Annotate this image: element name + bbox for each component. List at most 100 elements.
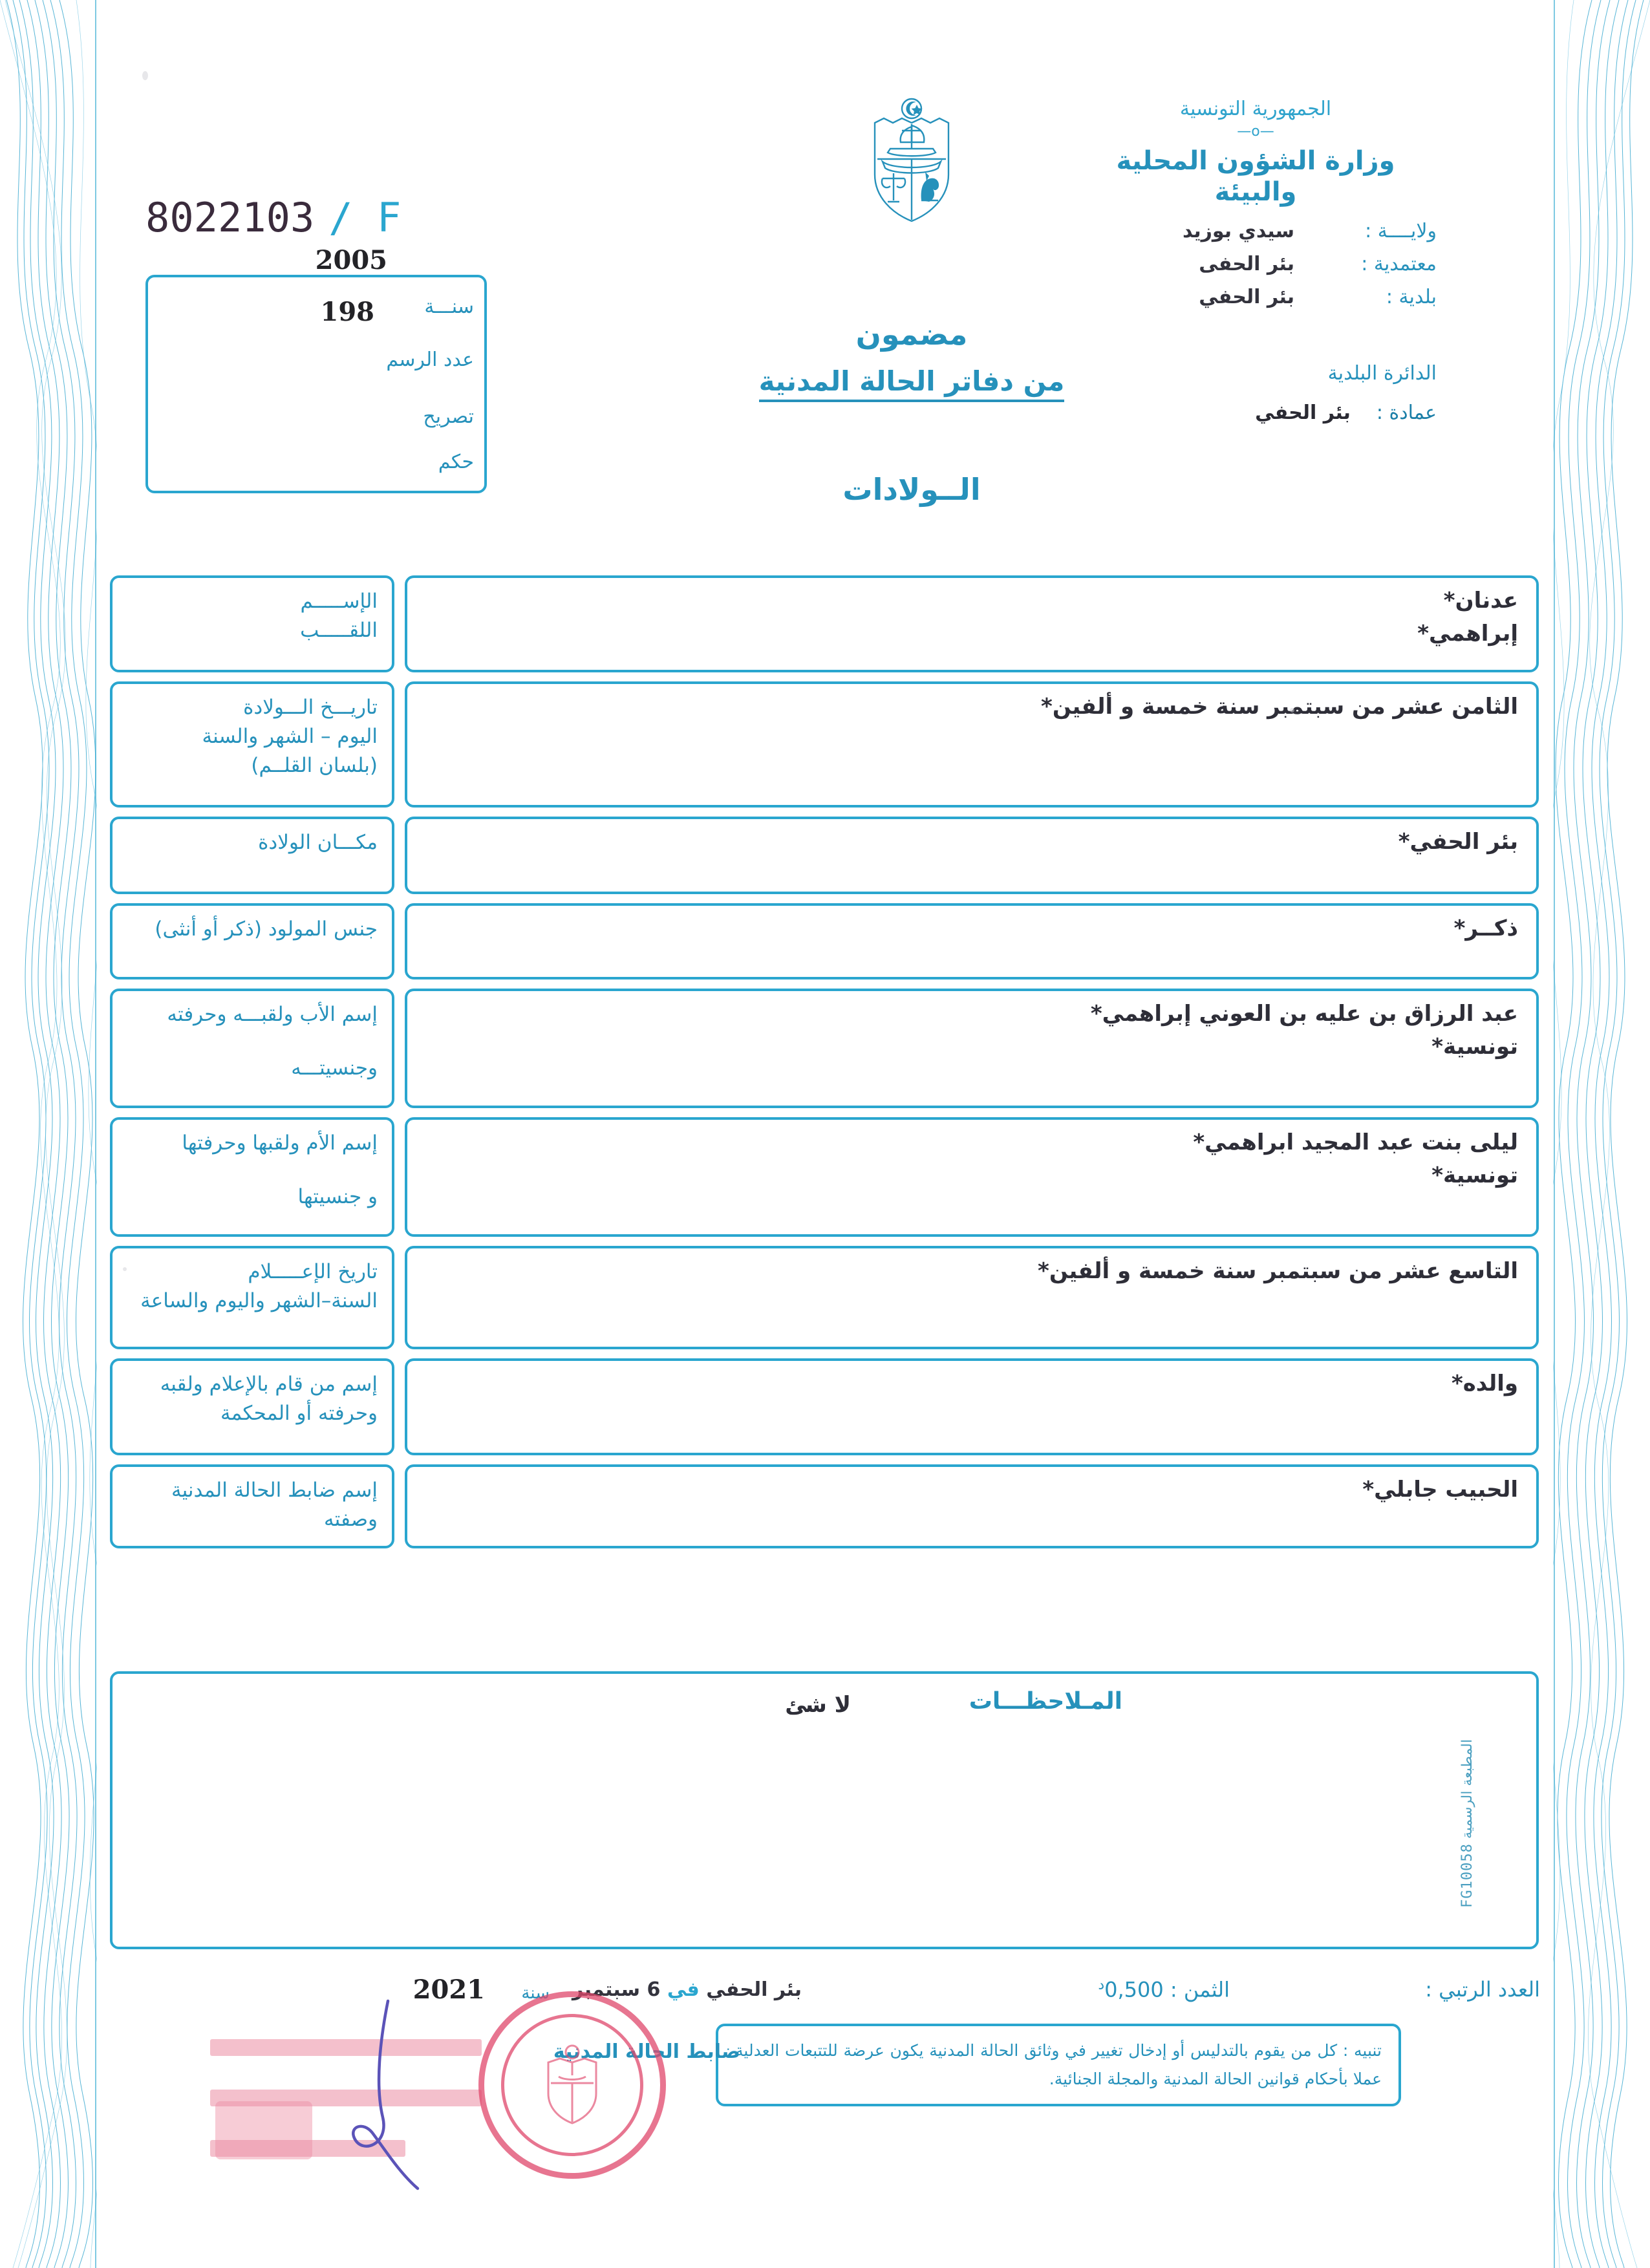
first-name-value: عدنان*	[1443, 588, 1518, 614]
delegation-field: معتمدية : بئر الحفى	[1023, 253, 1437, 275]
birth-date-label-2: اليوم – الشهر والسنة	[202, 724, 378, 748]
birth-date-value: الثامن عشر من سبتمبر سنة خمسة و ألفين*	[1041, 694, 1518, 720]
declaration-date-value-cell: التاسع عشر من سبتمبر سنة خمسة و ألفين*	[405, 1246, 1539, 1349]
birth-place-label: مكـــان الولادة	[258, 831, 378, 854]
omda-label: عمادة :	[1376, 401, 1437, 424]
district-block: الدائرة البلدية عمادة : بئر الحفي	[1023, 362, 1437, 424]
reference-number: F / 8022103	[145, 194, 401, 241]
reference-value: 8022103	[145, 194, 315, 241]
governorate-field: ولايــــة : سيدي بوزيد	[1023, 220, 1437, 242]
first-name-label: الإســـــم	[300, 590, 378, 613]
municipality-field: بلدية : بئر الحفي	[1023, 286, 1437, 308]
header-separator: —o—	[1237, 123, 1274, 140]
ministry-line-1: وزارة الشؤون المحلية	[1116, 145, 1395, 176]
birth-place-row: بئر الحفي* مكـــان الولادة	[110, 817, 1539, 894]
delegation-label: معتمدية :	[1361, 253, 1437, 275]
tunisia-coat-of-arms-icon	[857, 97, 967, 226]
registrar-label-2: وصفته	[324, 1507, 378, 1531]
omda-value: بئر الحفي	[1255, 401, 1351, 424]
remarks-box: المـلاحظـــات لا شئ	[110, 1671, 1539, 1949]
declarant-value: والده*	[1451, 1371, 1518, 1396]
issue-year: 2021	[412, 1974, 485, 2005]
year-label: سنـــة	[424, 295, 474, 318]
ministry-header: الجمهورية التونسية —o— وزارة الشؤون المح…	[1075, 97, 1437, 208]
registry-form-table: عدنان* إبراهمي* الإســـــم اللقـــــب ال…	[110, 575, 1539, 1557]
registrar-label-1: إسم ضابط الحالة المدنية	[171, 1479, 378, 1502]
father-nationality-value: تونسية*	[1431, 1034, 1518, 1060]
declaration-date-label-2: السنة–الشهر واليوم والساعة	[140, 1289, 378, 1312]
issue-day: 6	[647, 1978, 661, 2001]
birth-place-value: بئر الحفي*	[1398, 829, 1518, 855]
declaration-date-row: التاسع عشر من سبتمبر سنة خمسة و ألفين* ت…	[110, 1246, 1539, 1349]
birth-date-label-1: تاريـــخ الـــولادة	[243, 696, 378, 719]
guilloche-border-right	[1553, 0, 1650, 2268]
father-label-1: إسم الأب ولقبـــه وحرفته	[167, 1003, 378, 1026]
administrative-fields: ولايــــة : سيدي بوزيد معتمدية : بئر الح…	[1023, 220, 1437, 319]
document-title-third: الــولادات	[842, 472, 981, 507]
delegation-value: بئر الحفى	[1199, 253, 1294, 275]
record-number-label: عدد الرسم	[386, 348, 474, 371]
father-row: عبد الرزاق بن عليه بن العوني إبراهمي* تو…	[110, 989, 1539, 1108]
mother-label-2: و جنسيتها	[297, 1184, 378, 1208]
printer-name: المطبعة الرسمية	[1459, 1739, 1475, 1839]
birth-date-value-cell: الثامن عشر من سبتمبر سنة خمسة و ألفين*	[405, 681, 1539, 808]
ministry-line-2: والبيئة	[1214, 177, 1297, 207]
issue-in-label: في	[667, 1978, 700, 2001]
name-row-label-cell: الإســـــم اللقـــــب	[110, 575, 394, 672]
birth-place-value-cell: بئر الحفي*	[405, 817, 1539, 894]
judgment-label: حكم	[438, 451, 474, 473]
sex-value: ذكــر*	[1453, 915, 1518, 941]
birth-date-row: الثامن عشر من سبتمبر سنة خمسة و ألفين* ت…	[110, 681, 1539, 808]
declaration-label: تصريح	[423, 405, 474, 428]
price-value: 0,500	[1104, 1977, 1164, 2002]
declaration-date-label-cell: تاريخ الإعـــــلام السنة–الشهر واليوم وا…	[110, 1246, 394, 1349]
declaration-date-value: التاسع عشر من سبتمبر سنة خمسة و ألفين*	[1038, 1258, 1518, 1284]
issue-place: بئر الحفي	[706, 1978, 802, 2001]
sex-value-cell: ذكــر*	[405, 903, 1539, 979]
birth-date-label-cell: تاريـــخ الـــولادة اليوم – الشهر والسنة…	[110, 681, 394, 808]
ordinal-number-label: العدد الرتبي :	[1425, 1977, 1540, 2002]
document-body: F / 8022103 سنـــة عدد الرسم تصريح حكم 2…	[97, 0, 1553, 2268]
sex-label-cell: جنس المولود (ذكر أو أنثى)	[110, 903, 394, 979]
record-reference-box: سنـــة عدد الرسم تصريح حكم 2005 198	[145, 245, 487, 493]
rectangular-stamp	[210, 2030, 482, 2179]
sex-row: ذكــر* جنس المولود (ذكر أو أنثى)	[110, 903, 1539, 979]
birth-date-label-3: (بلسان القلــم)	[251, 753, 378, 777]
price-label: الثمن :	[1170, 1977, 1230, 2002]
father-label-cell: إسم الأب ولقبـــه وحرفته وجنسيتـــه	[110, 989, 394, 1108]
official-round-stamp	[478, 1991, 666, 2179]
guilloche-border-left	[0, 0, 97, 2268]
year-value: 2005	[315, 245, 387, 275]
name-row: عدنان* إبراهمي* الإســـــم اللقـــــب	[110, 575, 1539, 672]
declarant-label-1: إسم من قام بالإعلام ولقبه	[160, 1373, 378, 1396]
last-name-value: إبراهمي*	[1417, 621, 1518, 647]
handwritten-signature	[352, 1999, 420, 2190]
mother-nationality-value: تونسية*	[1431, 1162, 1518, 1188]
municipality-label: بلدية :	[1386, 286, 1437, 308]
registrar-label-cell: إسم ضابط الحالة المدنية وصفته	[110, 1464, 394, 1548]
registrar-row: الحبيب جابلي* إسم ضابط الحالة المدنية وص…	[110, 1464, 1539, 1548]
last-name-label: اللقـــــب	[300, 618, 378, 642]
mother-row: ليلى بنت عبد المجيد ابراهمي* تونسية* إسم…	[110, 1117, 1539, 1237]
price-currency: د	[1098, 1977, 1105, 1993]
father-name-value: عبد الرزاق بن عليه بن العوني إبراهمي*	[1090, 1001, 1518, 1027]
record-number-value: 198	[320, 297, 375, 327]
declarant-value-cell: والده*	[405, 1358, 1539, 1455]
mother-label-1: إسم الأم ولقبها وحرفتها	[182, 1131, 378, 1155]
document-title-main: مضمون	[855, 317, 968, 352]
fraud-warning-box: تنبيه : كل من يقوم بالتدليس أو إدخال تغي…	[716, 2024, 1401, 2106]
registrar-value: الحبيب جابلي*	[1362, 1477, 1518, 1503]
document-title-sub-text: من دفاتر الحالة المدنية	[758, 365, 1065, 402]
sex-label: جنس المولود (ذكر أو أنثى)	[155, 917, 378, 941]
declarant-label-cell: إسم من قام بالإعلام ولقبه وحرفته أو المح…	[110, 1358, 394, 1455]
declaration-date-label-1: تاريخ الإعـــــلام	[248, 1260, 378, 1283]
remarks-value: لا شئ	[785, 1692, 851, 1718]
mother-name-value: ليلى بنت عبد المجيد ابراهمي*	[1193, 1129, 1518, 1155]
registrar-value-cell: الحبيب جابلي*	[405, 1464, 1539, 1548]
district-label: الدائرة البلدية	[1327, 362, 1437, 385]
governorate-label: ولايــــة :	[1365, 220, 1437, 242]
reference-prefix: F /	[328, 194, 402, 241]
country-name: الجمهورية التونسية	[1179, 98, 1332, 120]
mother-value-cell: ليلى بنت عبد المجيد ابراهمي* تونسية*	[405, 1117, 1539, 1237]
father-label-2: وجنسيتـــه	[291, 1056, 378, 1080]
